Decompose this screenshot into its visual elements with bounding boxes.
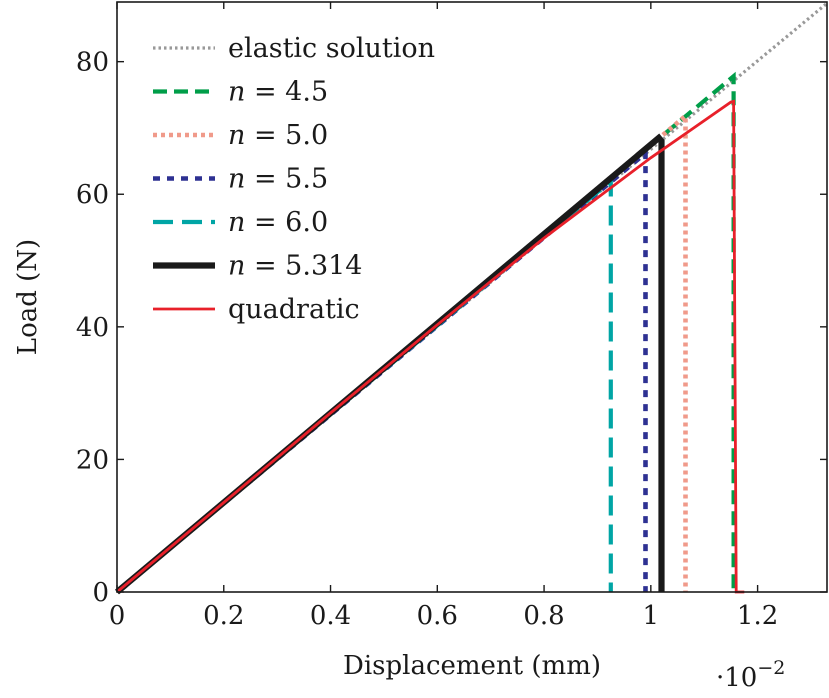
x-axis-label: Displacement (mm) [343, 651, 601, 681]
legend-label-2: n = 5.0 [228, 120, 328, 151]
series-line-2 [115, 111, 688, 594]
y-tick-label: 60 [76, 180, 109, 210]
legend-label-0: elastic solution [228, 33, 435, 64]
x-axis-multiplier-base: ·10 [716, 663, 757, 693]
legend: elastic solution n = 4.5 n = 5.0 n = 5.5 n =… [153, 33, 435, 325]
legend-label-5: n = 5.314 [228, 251, 362, 282]
y-tick-label: 80 [76, 48, 109, 78]
y-tick-label: 40 [76, 313, 109, 343]
y-axis-label: Load (N) [13, 239, 43, 355]
x-tick-label: 0.6 [417, 601, 458, 631]
x-tick-label: 0.2 [203, 601, 244, 631]
x-tick-label: 0 [109, 601, 126, 631]
x-tick-label: 0.4 [310, 601, 351, 631]
series-line-6 [116, 99, 745, 594]
legend-label-6: quadratic [228, 294, 360, 325]
legend-label-3: n = 5.5 [228, 164, 328, 195]
x-axis-multiplier-exponent: −2 [757, 657, 785, 679]
ticks-layer: 0 0.2 0.4 0.6 0.8 1 1.2 0 20 40 60 80 [76, 2, 827, 631]
series-line-1 [115, 71, 736, 594]
x-tick-label: 1 [643, 601, 660, 631]
x-tick-label: 0.8 [523, 601, 564, 631]
legend-label-1: n = 4.5 [228, 77, 328, 108]
series-layer [115, 2, 829, 595]
axes-frame [116, 1, 828, 593]
x-tick-label: 1.2 [737, 601, 778, 631]
y-tick-label: 20 [76, 445, 109, 475]
y-tick-label: 0 [92, 578, 109, 608]
x-axis-multiplier: ·10−2 [716, 657, 785, 693]
legend-label-4: n = 6.0 [228, 207, 328, 238]
